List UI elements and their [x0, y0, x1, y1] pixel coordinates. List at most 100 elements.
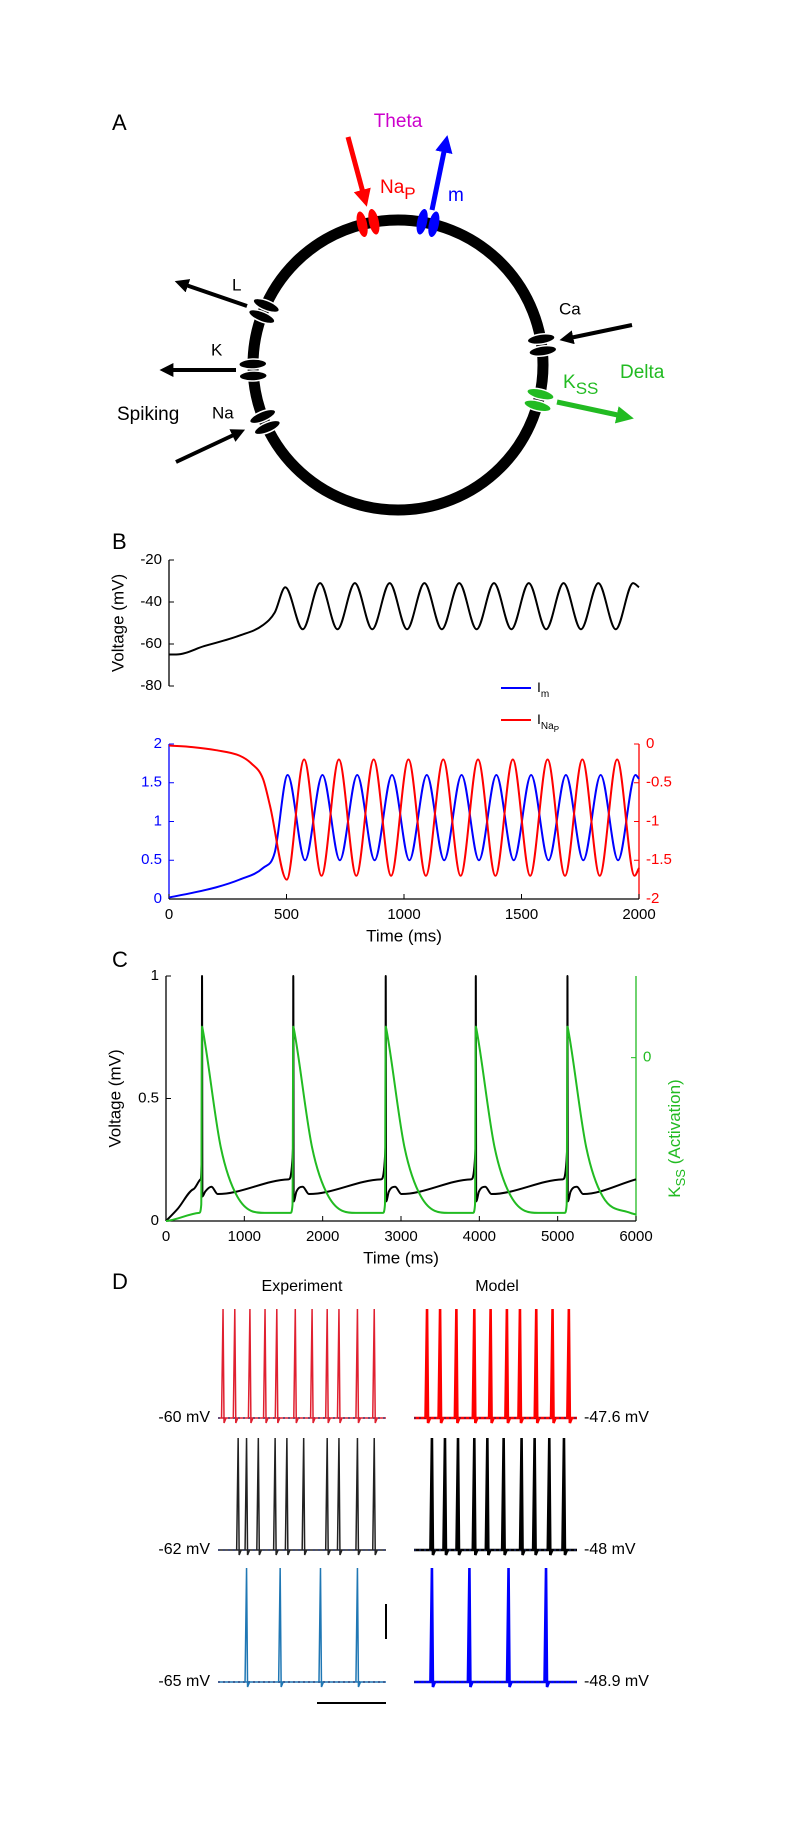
spike — [318, 1567, 325, 1688]
y-axis-label: Voltage (mV) — [108, 574, 127, 672]
spike — [355, 1308, 362, 1424]
label: Na — [212, 403, 234, 422]
legend-label: Im — [537, 679, 549, 700]
y-tick-label: 0.5 — [141, 851, 162, 868]
y2-tick-label: 0 — [646, 735, 654, 752]
label: Ca — [559, 299, 581, 318]
label: Spiking — [117, 404, 179, 425]
spike — [487, 1308, 495, 1424]
panel-label: B — [112, 529, 127, 554]
label-rest: (Activation) — [665, 1079, 684, 1169]
y2-tick-label: -1 — [646, 812, 659, 829]
y-tick-label: -20 — [140, 551, 162, 568]
x-tick-label: 4000 — [463, 1228, 496, 1245]
spike — [309, 1308, 316, 1424]
spike — [324, 1308, 331, 1424]
label-subsub: P — [554, 725, 559, 734]
cell-diagram: Theta NaP m L K Na Spiking Ca KSS Delta — [117, 111, 665, 516]
spike — [336, 1308, 343, 1424]
spike — [504, 1308, 512, 1424]
spike — [517, 1308, 525, 1424]
x-tick-label: 0 — [162, 1228, 170, 1245]
label-sub: m — [541, 689, 549, 700]
spike — [442, 1437, 450, 1556]
spike — [355, 1567, 362, 1688]
spike — [484, 1437, 492, 1556]
channel — [238, 358, 268, 382]
channel — [523, 387, 555, 413]
spike — [566, 1308, 574, 1424]
spike — [424, 1308, 432, 1424]
trace-label: -60 mV — [158, 1409, 210, 1426]
x-tick-label: 3000 — [384, 1228, 417, 1245]
trace-label: -48.9 mV — [584, 1673, 649, 1690]
spike — [429, 1567, 437, 1688]
channel — [247, 297, 281, 325]
x-tick-label: 2000 — [306, 1228, 339, 1245]
spike — [336, 1437, 343, 1556]
channel — [526, 332, 558, 358]
x-tick-label: 0 — [165, 906, 173, 923]
label: NaP — [380, 177, 416, 203]
y-tick-label: 2 — [154, 735, 162, 752]
spike — [471, 1437, 479, 1556]
label-main: I — [537, 679, 541, 695]
spike — [272, 1437, 279, 1556]
spike — [262, 1308, 269, 1424]
label-main: K — [563, 372, 576, 393]
spike — [455, 1437, 463, 1556]
spike — [256, 1437, 263, 1556]
spike — [466, 1567, 474, 1688]
spike — [355, 1437, 362, 1556]
label-sub: Na — [541, 721, 554, 732]
spike — [277, 1567, 284, 1688]
label: KSS — [563, 372, 598, 398]
column-title: Experiment — [262, 1278, 343, 1295]
channel — [416, 208, 440, 238]
panel-label: C — [112, 947, 128, 972]
arrow — [429, 135, 453, 211]
line-series — [169, 582, 640, 656]
y-tick-label: 0 — [154, 890, 162, 907]
arrow — [556, 399, 634, 424]
spike — [324, 1437, 331, 1556]
spike — [543, 1567, 551, 1688]
panel-label: A — [112, 110, 127, 135]
x-tick-label: 500 — [274, 906, 299, 923]
y-tick-label: 0.5 — [138, 1089, 159, 1106]
label-sub: P — [404, 184, 415, 203]
arrow — [559, 323, 633, 345]
x-axis-label: Time (ms) — [363, 1248, 439, 1267]
y-tick-label: -40 — [140, 593, 162, 610]
line-series — [165, 1025, 637, 1222]
trace-label: -47.6 mV — [584, 1409, 649, 1426]
spike — [561, 1437, 569, 1556]
spike — [437, 1308, 445, 1424]
line-series — [168, 744, 640, 881]
y-tick-label: -60 — [140, 635, 162, 652]
spike — [244, 1567, 251, 1688]
y-tick-label: 1 — [154, 812, 162, 829]
y-tick-label: -80 — [140, 677, 162, 694]
label: L — [232, 275, 241, 294]
label-main: I — [537, 711, 541, 727]
spike — [549, 1308, 557, 1424]
label: Theta — [374, 111, 423, 132]
spike — [546, 1437, 554, 1556]
spike — [500, 1437, 508, 1556]
spike — [533, 1308, 541, 1424]
x-tick-label: 5000 — [541, 1228, 574, 1245]
x-tick-label: 1000 — [387, 906, 420, 923]
spike — [531, 1437, 539, 1556]
y-tick-label: 0 — [151, 1212, 159, 1229]
channel — [248, 408, 282, 436]
y2-tick-label: -1.5 — [646, 851, 672, 868]
spike — [232, 1308, 239, 1424]
trace-label: -65 mV — [158, 1673, 210, 1690]
trace-label: -48 mV — [584, 1541, 636, 1558]
column-title: Model — [475, 1278, 519, 1295]
line-series — [165, 973, 637, 1222]
spike — [371, 1437, 378, 1556]
